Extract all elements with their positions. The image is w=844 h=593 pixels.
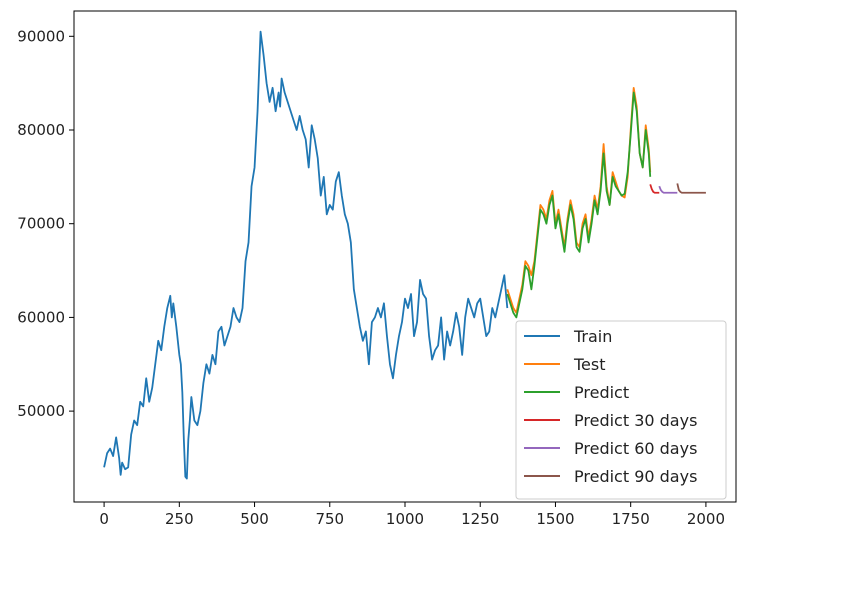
x-tick-label: 500	[240, 510, 269, 528]
y-axis: 50000 60000 70000 80000 90000	[17, 27, 74, 420]
x-tick-label: 1000	[386, 510, 424, 528]
series-line-predict-90-days	[676, 183, 706, 194]
legend-label: Train	[573, 327, 612, 346]
y-tick-label: 50000	[17, 402, 65, 420]
y-tick-label: 80000	[17, 121, 65, 139]
legend-label: Predict 60 days	[574, 439, 697, 458]
series-line-predict	[506, 91, 652, 319]
x-tick-label: 1250	[461, 510, 499, 528]
legend-box	[515, 320, 727, 500]
x-tick-label: 2000	[687, 510, 725, 528]
series-line-train	[103, 30, 509, 480]
y-tick-label: 60000	[17, 308, 65, 326]
legend-label: Predict 90 days	[574, 467, 697, 486]
y-tick-label: 90000	[17, 27, 65, 45]
x-axis: 0 250 500 750 1000 1250 1500 1750 2000	[99, 502, 725, 528]
legend-label: Predict	[574, 383, 629, 402]
x-tick-label: 1750	[612, 510, 650, 528]
y-tick-label: 70000	[17, 215, 65, 233]
series-line-predict-30-days	[649, 184, 660, 194]
legend-label: Predict 30 days	[574, 411, 697, 430]
legend-label: Test	[573, 355, 606, 374]
x-tick-label: 1500	[536, 510, 574, 528]
x-tick-label: 250	[165, 510, 194, 528]
legend: Train Test Predict Predict 30 days Predict 6…	[515, 320, 727, 500]
x-tick-label: 750	[315, 510, 344, 528]
series-layer	[103, 30, 706, 480]
series-line-predict-60-days	[658, 185, 678, 194]
x-tick-label: 0	[99, 510, 109, 528]
